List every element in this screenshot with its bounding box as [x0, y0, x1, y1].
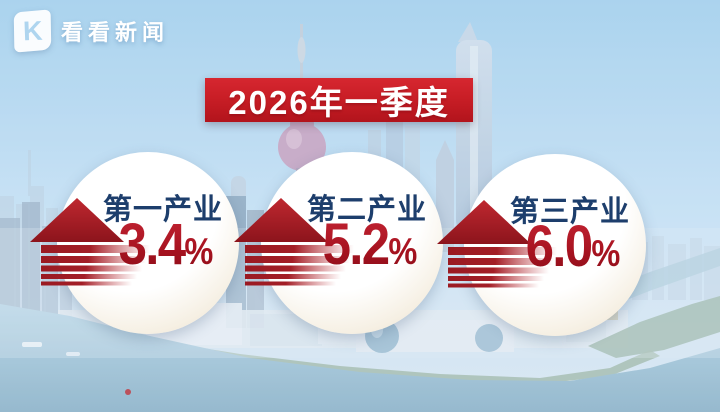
period-banner: 2026年一季度	[205, 78, 473, 122]
red-buoy	[125, 389, 131, 395]
logo-monogram: K	[22, 15, 43, 46]
industry-label: 第一产业	[102, 194, 223, 226]
up-arrow-icon	[30, 198, 150, 286]
stat-circle	[464, 154, 646, 336]
industry-label: 第二产业	[306, 194, 427, 226]
kankan-k-logo-icon: K	[13, 9, 52, 53]
percent-sign: %	[388, 231, 418, 272]
channel-logo: K 看看新闻	[13, 9, 170, 53]
headland-trees	[588, 296, 720, 358]
up-arrow-icon	[437, 200, 557, 288]
growth-number: 6.0	[525, 214, 592, 279]
stat-card-primary-industry: 第一产业 3.4%	[25, 148, 265, 358]
growth-value: 5.2%	[294, 212, 445, 285]
stat-circle	[57, 152, 239, 334]
industry-label: 第三产业	[509, 196, 630, 228]
stat-circle	[261, 152, 443, 334]
stat-card-tertiary-industry: 第三产业 6.0%	[432, 150, 672, 360]
growth-value: 6.0%	[497, 214, 648, 287]
percent-sign: %	[184, 231, 214, 272]
period-title: 2026年一季度	[228, 84, 450, 121]
huangpu-river	[0, 304, 720, 412]
growth-value: 3.4%	[90, 212, 241, 285]
growth-number: 5.2	[322, 212, 389, 277]
percent-sign: %	[591, 233, 621, 274]
stat-card-secondary-industry: 第二产业 5.2%	[229, 148, 469, 358]
growth-number: 3.4	[118, 212, 185, 277]
channel-name: 看看新闻	[61, 20, 170, 45]
up-arrow-icon	[234, 198, 354, 286]
